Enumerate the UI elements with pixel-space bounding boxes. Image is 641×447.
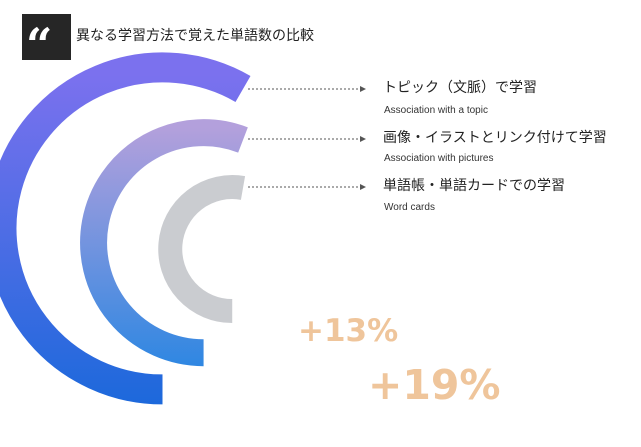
- series-label-topic: トピック（文脈）で学習: [383, 80, 537, 96]
- series-label-pictures: 画像・イラストとリンク付けて学習: [383, 130, 607, 146]
- annotation-plus-13: +13%: [298, 313, 398, 349]
- leader-line-wordcards: [248, 184, 366, 190]
- series-subtitle-pictures: Association with pictures: [384, 153, 494, 164]
- leader-line-pictures: [248, 136, 366, 142]
- arc-word-cards: [158, 175, 246, 324]
- series-label-wordcards: 単語帳・単語カードでの学習: [383, 178, 565, 194]
- quote-icon-box: [22, 14, 71, 60]
- annotation-plus-19: +19%: [368, 361, 501, 409]
- series-subtitle-wordcards: Word cards: [384, 202, 435, 213]
- arc-association-pictures: [80, 119, 248, 367]
- chart-title: 異なる学習方法で覚えた単語数の比較: [76, 28, 314, 44]
- quote-icon: “: [26, 18, 52, 72]
- arc-association-topic: [0, 52, 251, 405]
- leader-line-topic: [248, 86, 366, 92]
- series-subtitle-topic: Association with a topic: [384, 105, 488, 116]
